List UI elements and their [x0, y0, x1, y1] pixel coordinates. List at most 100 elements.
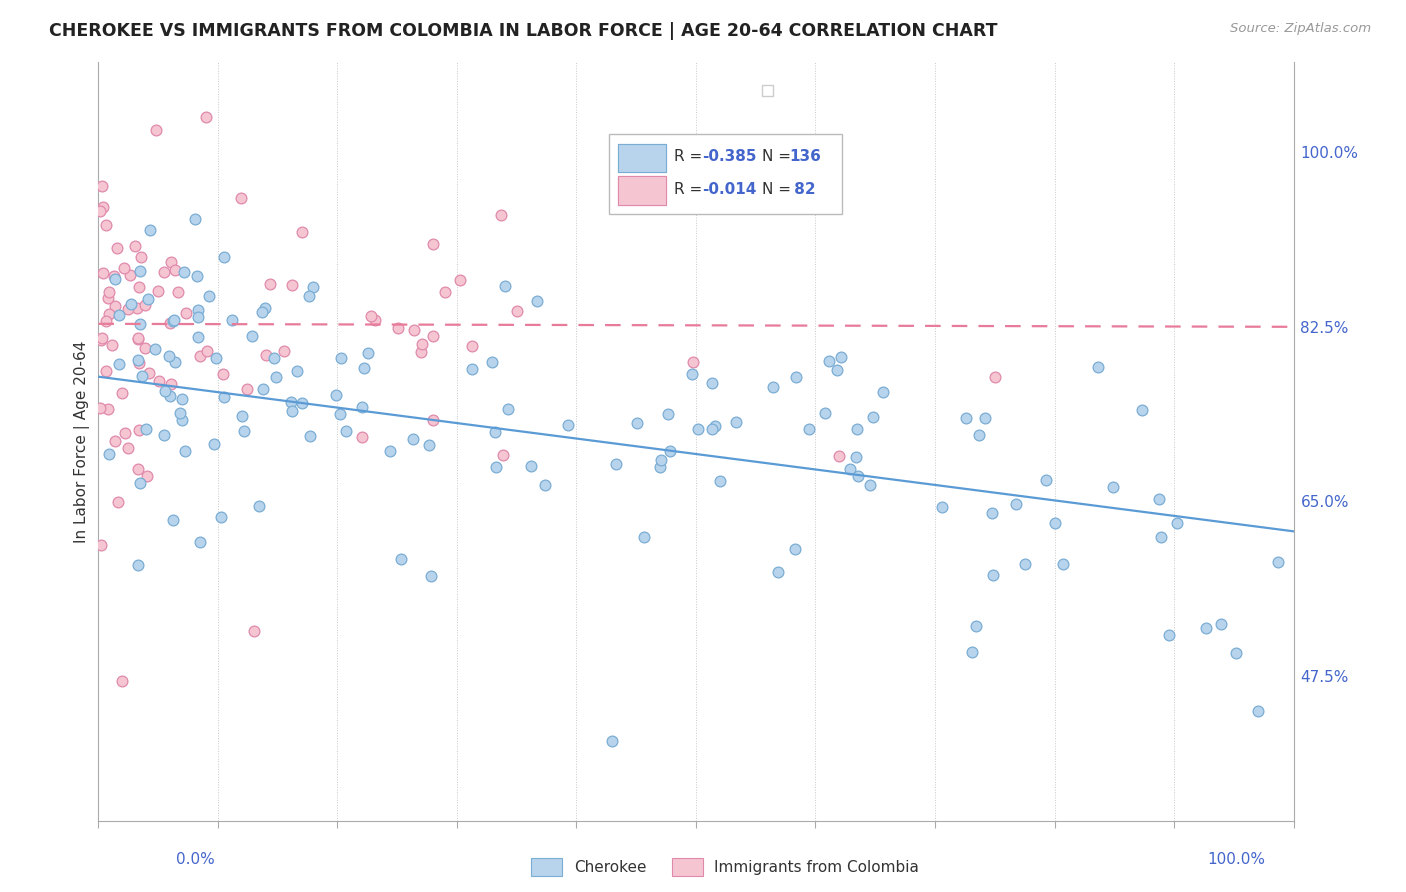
Point — [263, 351, 285, 365]
Point — [157, 349, 180, 363]
Point — [160, 255, 183, 269]
Point — [145, 123, 167, 137]
Point — [285, 364, 308, 378]
Point — [419, 569, 441, 583]
Point — [965, 618, 987, 632]
Point — [496, 401, 519, 416]
Point — [97, 307, 120, 321]
Y-axis label: In Labor Force | Age 20-64: In Labor Force | Age 20-64 — [75, 341, 90, 542]
Point — [195, 343, 218, 358]
Point — [962, 645, 984, 659]
Point — [1211, 617, 1233, 632]
Point — [404, 323, 426, 337]
Point — [172, 392, 194, 407]
Point — [195, 111, 218, 125]
Point — [709, 474, 731, 488]
Point — [526, 293, 548, 308]
Point — [134, 341, 156, 355]
Point — [335, 425, 357, 439]
Point — [111, 386, 134, 401]
Point — [101, 337, 124, 351]
Point — [325, 388, 347, 402]
Point — [1043, 516, 1066, 531]
Point — [387, 321, 409, 335]
Point — [236, 382, 259, 396]
Point — [89, 203, 111, 218]
Point — [145, 342, 167, 356]
Point — [1035, 473, 1057, 487]
Point — [460, 362, 482, 376]
Point — [481, 355, 503, 369]
Point — [1149, 491, 1171, 506]
Point — [129, 250, 152, 264]
Point — [378, 443, 401, 458]
Point — [148, 374, 170, 388]
Point — [163, 262, 186, 277]
Point — [350, 430, 373, 444]
Point — [187, 310, 209, 324]
Point — [1166, 516, 1188, 530]
Point — [202, 437, 225, 451]
Point — [128, 356, 150, 370]
Point — [174, 444, 197, 458]
Point — [1130, 403, 1153, 417]
Point — [136, 468, 159, 483]
Point — [169, 406, 191, 420]
Point — [120, 268, 142, 282]
Point — [520, 458, 543, 473]
Point — [97, 447, 120, 461]
Point — [128, 423, 150, 437]
Point — [984, 370, 1007, 384]
Point — [153, 428, 176, 442]
Point — [648, 460, 671, 475]
Text: CHEROKEE VS IMMIGRANTS FROM COLOMBIA IN LABOR FORCE | AGE 20-64 CORRELATION CHAR: CHEROKEE VS IMMIGRANTS FROM COLOMBIA IN … — [49, 22, 998, 40]
Point — [273, 343, 295, 358]
Point — [702, 376, 724, 390]
Point — [240, 329, 263, 343]
Point — [411, 336, 433, 351]
Point — [108, 309, 131, 323]
Point — [136, 292, 159, 306]
Point — [686, 422, 709, 436]
Point — [190, 535, 212, 549]
Point — [845, 450, 868, 464]
Point — [221, 313, 243, 327]
Text: Immigrants from Colombia: Immigrants from Colombia — [714, 860, 920, 874]
Point — [329, 351, 352, 366]
Point — [104, 434, 127, 449]
Point — [969, 428, 991, 442]
Point — [785, 541, 807, 556]
Point — [138, 223, 160, 237]
Point — [173, 265, 195, 279]
Point — [186, 268, 208, 283]
Point — [1102, 480, 1125, 494]
Point — [124, 238, 146, 252]
Point — [127, 332, 149, 346]
Point — [233, 424, 256, 438]
Point — [762, 379, 785, 393]
Point — [981, 567, 1004, 582]
Point — [872, 384, 894, 399]
Point — [460, 339, 482, 353]
Text: Cherokee: Cherokee — [574, 860, 647, 874]
Point — [1247, 704, 1270, 718]
Point — [129, 476, 152, 491]
Point — [112, 261, 135, 276]
Point — [159, 389, 181, 403]
Point — [252, 304, 274, 318]
Point — [103, 268, 125, 283]
Point — [506, 304, 529, 318]
Text: -0.385: -0.385 — [702, 149, 756, 164]
Point — [364, 312, 387, 326]
Point — [172, 413, 194, 427]
Text: R =: R = — [675, 149, 707, 164]
Point — [205, 351, 228, 365]
Point — [825, 363, 848, 377]
Point — [280, 404, 302, 418]
Point — [90, 331, 112, 345]
Text: 0.0%: 0.0% — [176, 852, 215, 867]
Point — [90, 538, 112, 552]
Point — [602, 734, 624, 748]
Point — [659, 444, 682, 458]
Point — [209, 510, 232, 524]
